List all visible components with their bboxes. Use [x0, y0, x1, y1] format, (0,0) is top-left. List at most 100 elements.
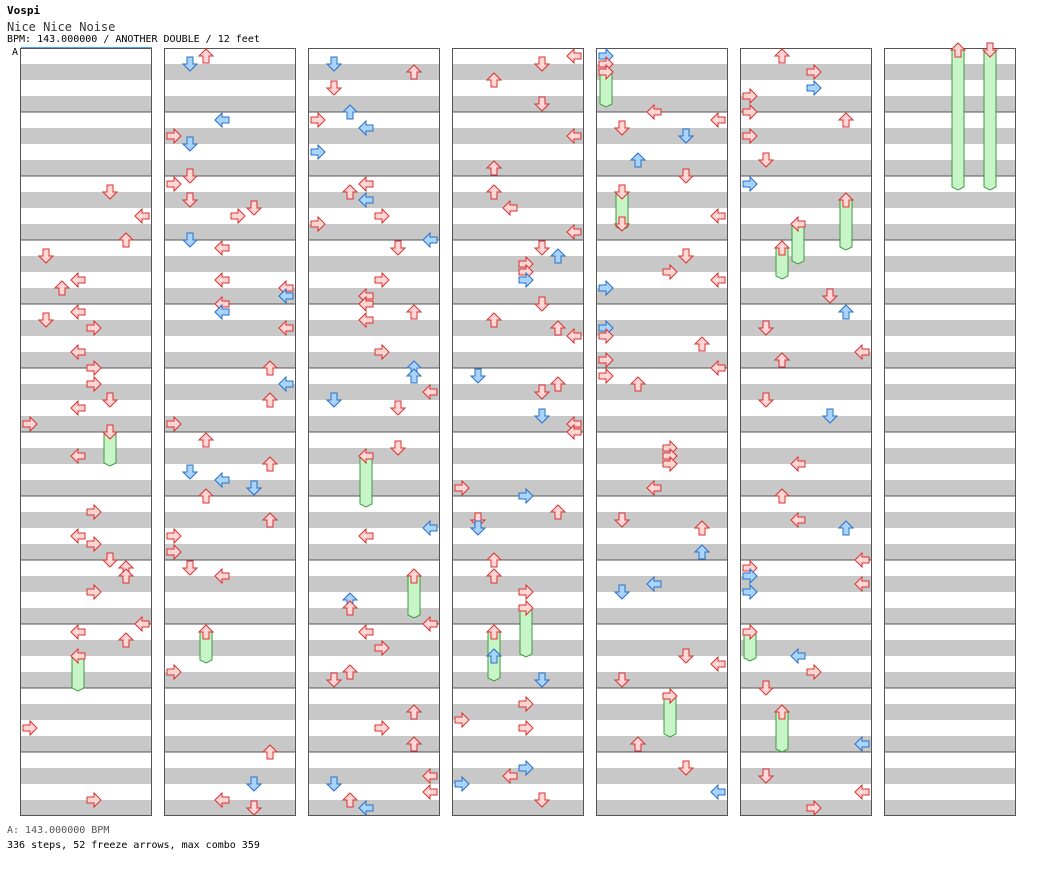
step-arrow — [358, 527, 374, 545]
beat-stripe — [452, 128, 584, 144]
step-arrow — [181, 192, 199, 208]
beat-stripe — [884, 672, 1016, 688]
step-arrow — [86, 375, 102, 393]
step-arrow — [341, 792, 359, 808]
step-arrow — [389, 240, 407, 256]
beat-stripe — [20, 96, 152, 112]
step-arrow — [101, 552, 119, 568]
step-arrow — [646, 575, 662, 593]
step-arrow — [101, 184, 119, 200]
beat-stripe — [308, 480, 440, 496]
step-arrow — [598, 367, 614, 385]
beat-stripe — [20, 544, 152, 560]
beat-stripe — [308, 384, 440, 400]
step-arrow — [773, 488, 791, 504]
beat-stripe — [596, 128, 728, 144]
step-arrow — [166, 527, 182, 545]
beat-stripe — [596, 224, 728, 240]
beat-stripe — [164, 160, 296, 176]
step-arrow — [70, 343, 86, 361]
step-arrow — [773, 240, 791, 256]
step-arrow — [598, 279, 614, 297]
beat-stripe — [740, 256, 872, 272]
step-arrow — [53, 280, 71, 296]
bpm-marker-label: A — [12, 47, 19, 58]
step-arrow — [742, 583, 758, 601]
step-arrow — [598, 351, 614, 369]
beat-stripe — [596, 480, 728, 496]
step-arrow — [214, 111, 230, 129]
beat-stripe — [308, 608, 440, 624]
column-border — [308, 48, 440, 816]
beat-stripe — [164, 96, 296, 112]
step-arrow — [566, 423, 582, 441]
beat-stripe — [20, 640, 152, 656]
beat-stripe — [308, 256, 440, 272]
step-arrow — [837, 304, 855, 320]
beat-stripe — [164, 320, 296, 336]
step-arrow — [677, 648, 695, 664]
step-arrow — [854, 551, 870, 569]
step-arrow — [549, 320, 567, 336]
step-arrow — [662, 687, 678, 705]
beat-stripe — [164, 416, 296, 432]
beat-stripe — [596, 512, 728, 528]
step-arrow — [261, 512, 279, 528]
beat-stripe — [308, 192, 440, 208]
step-arrow — [533, 792, 551, 808]
step-arrow — [566, 47, 582, 65]
step-arrow — [566, 223, 582, 241]
step-arrow — [197, 48, 215, 64]
step-arrow — [693, 544, 711, 560]
beat-stripe — [452, 288, 584, 304]
beat-stripe — [452, 672, 584, 688]
step-arrow — [485, 184, 503, 200]
step-arrow — [117, 232, 135, 248]
beat-stripe — [164, 800, 296, 816]
beat-stripe — [596, 384, 728, 400]
beat-stripe — [884, 288, 1016, 304]
step-arrow — [518, 695, 534, 713]
beat-stripe — [884, 160, 1016, 176]
step-arrow — [181, 136, 199, 152]
step-arrow — [742, 87, 758, 105]
step-arrow — [790, 215, 806, 233]
beat-stripe — [884, 320, 1016, 336]
beat-stripe — [884, 64, 1016, 80]
beat-stripe — [164, 672, 296, 688]
step-arrow — [806, 63, 822, 81]
beat-stripe — [164, 512, 296, 528]
beat-stripe — [164, 288, 296, 304]
beat-stripe — [740, 128, 872, 144]
beat-stripe — [452, 800, 584, 816]
step-arrow — [773, 352, 791, 368]
beat-stripe — [164, 352, 296, 368]
step-arrow — [837, 192, 855, 208]
beat-stripe — [452, 416, 584, 432]
beat-stripe — [596, 96, 728, 112]
step-arrow — [693, 520, 711, 536]
beat-stripe — [308, 352, 440, 368]
beat-stripe — [596, 736, 728, 752]
step-arrow — [166, 175, 182, 193]
beat-stripe — [308, 768, 440, 784]
step-arrow — [533, 56, 551, 72]
step-arrow — [422, 231, 438, 249]
step-arrow — [854, 343, 870, 361]
step-arrow — [710, 783, 726, 801]
beat-stripe — [452, 384, 584, 400]
step-arrow — [278, 319, 294, 337]
step-arrow — [677, 128, 695, 144]
step-arrow — [389, 440, 407, 456]
beat-stripe — [164, 608, 296, 624]
step-arrow — [677, 248, 695, 264]
step-arrow — [518, 487, 534, 505]
step-arrow — [358, 623, 374, 641]
column-border — [452, 48, 584, 816]
beat-stripe — [20, 480, 152, 496]
step-arrow — [757, 320, 775, 336]
beat-stripe — [740, 768, 872, 784]
step-arrow — [245, 200, 263, 216]
step-arrow — [86, 319, 102, 337]
